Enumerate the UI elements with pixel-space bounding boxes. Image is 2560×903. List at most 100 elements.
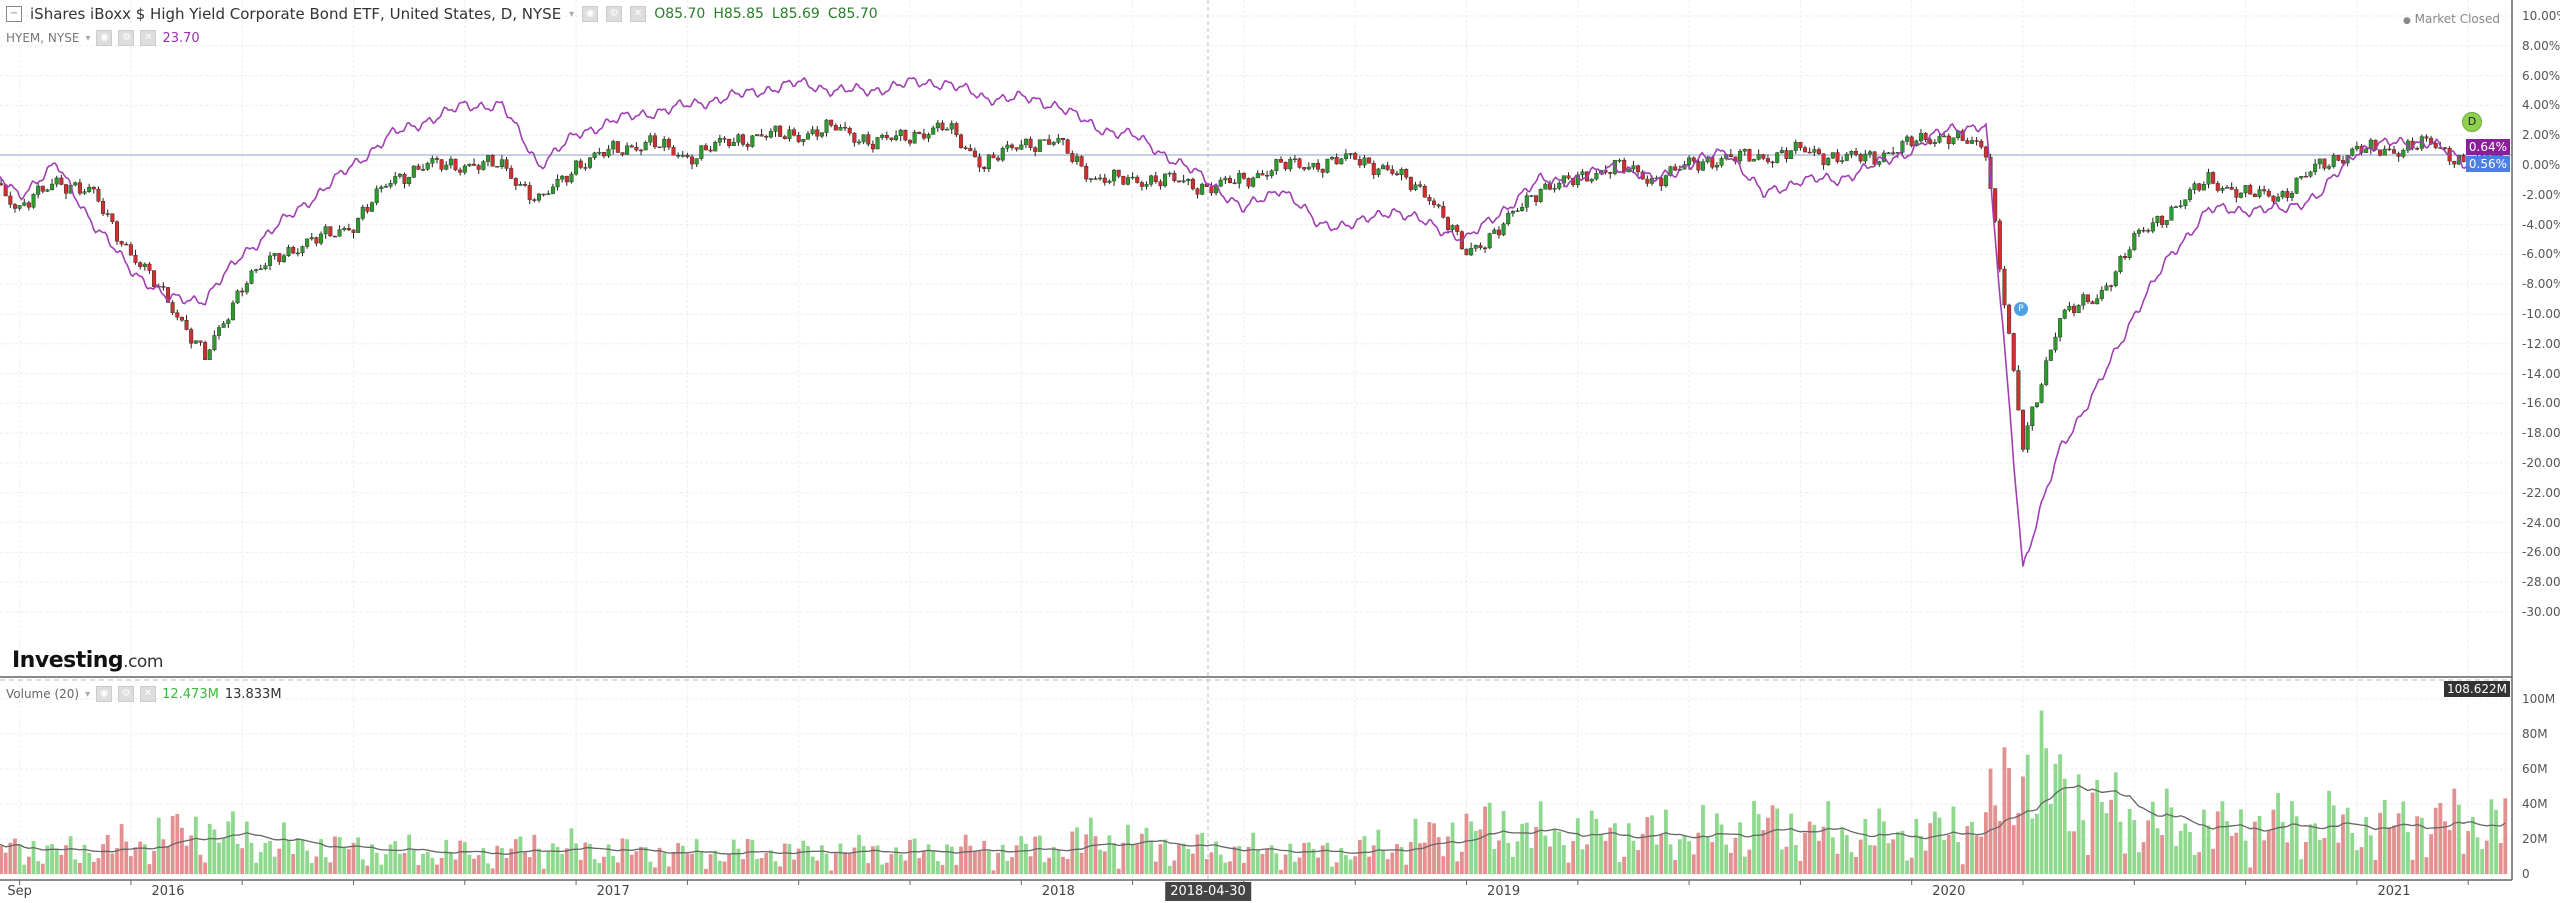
- candle-body: [1450, 225, 1455, 230]
- eye-icon[interactable]: ◉: [96, 30, 113, 46]
- volume-tick-label: 0: [2522, 867, 2530, 881]
- volume-bar: [272, 856, 277, 874]
- candle-body: [1937, 136, 1942, 143]
- candle-body: [1793, 142, 1798, 151]
- volume-bar: [1204, 859, 1209, 874]
- candle-body: [203, 342, 208, 360]
- candle-body: [26, 202, 31, 208]
- chevron-down-icon[interactable]: ▾: [569, 8, 575, 20]
- legend-compare: HYEM, NYSE ▾ ◉ ⚙ ✕ 23.70: [6, 30, 200, 46]
- dividend-marker[interactable]: D: [2462, 112, 2482, 132]
- volume-bar: [551, 843, 555, 874]
- candle-body: [856, 141, 861, 144]
- volume-bar: [1770, 805, 1775, 874]
- volume-bar: [2447, 829, 2452, 874]
- volume-bar: [824, 853, 829, 874]
- candle-body: [1413, 184, 1418, 190]
- candle-body: [1163, 173, 1168, 187]
- candle-body: [2044, 360, 2049, 385]
- candle-body: [430, 158, 435, 164]
- candle-body: [2271, 195, 2276, 202]
- candle-body: [63, 184, 68, 194]
- volume-bar: [207, 823, 212, 874]
- candle-body: [1079, 156, 1084, 167]
- volume-bar: [1821, 826, 1826, 874]
- candle-body: [416, 165, 421, 170]
- eye-icon[interactable]: ◉: [96, 686, 113, 702]
- volume-bar: [1510, 856, 1515, 874]
- chevron-down-icon[interactable]: ▾: [85, 688, 91, 700]
- volume-legend: Volume (20) ▾ ◉ ⚙ ✕ 12.473M 13.833M: [6, 686, 282, 702]
- candle-body: [574, 160, 579, 175]
- eye-icon[interactable]: ◉: [582, 6, 599, 22]
- volume-bar: [421, 853, 425, 874]
- volume-bar: [388, 844, 393, 874]
- candle-body: [606, 148, 611, 157]
- volume-bar: [671, 852, 676, 874]
- gear-icon[interactable]: ⚙: [118, 30, 135, 46]
- candle-body: [1909, 136, 1914, 147]
- volume-bar: [235, 843, 240, 874]
- volume-bar: [342, 848, 347, 874]
- candle-body: [2053, 336, 2058, 351]
- candle-body: [1297, 158, 1302, 168]
- close-icon[interactable]: ✕: [140, 686, 157, 702]
- volume-bar: [2382, 799, 2387, 874]
- volume-bar: [1594, 818, 1599, 874]
- candle-body: [2401, 149, 2406, 157]
- candle-body: [866, 134, 871, 145]
- candle-body: [2062, 309, 2067, 319]
- volume-bar: [1061, 856, 1065, 874]
- volume-bar: [1436, 837, 1441, 874]
- volume-label[interactable]: Volume (20): [6, 687, 80, 701]
- volume-bar: [2155, 828, 2160, 874]
- volume-bar: [1900, 830, 1905, 874]
- candle-body: [1835, 152, 1840, 162]
- low-value: L85.69: [771, 6, 820, 22]
- volume-bar: [1311, 849, 1316, 874]
- candle-body: [657, 146, 662, 149]
- close-icon[interactable]: ✕: [630, 6, 647, 22]
- volume-bar: [1937, 817, 1942, 874]
- volume-bar: [1056, 849, 1061, 874]
- gear-icon[interactable]: ⚙: [606, 6, 623, 22]
- volume-bar: [1195, 834, 1200, 874]
- volume-bar: [2396, 813, 2401, 874]
- volume-bar: [1005, 860, 1010, 874]
- symbol-title[interactable]: iShares iBoxx $ High Yield Corporate Bon…: [30, 5, 562, 23]
- logo-main: Investing: [12, 648, 124, 673]
- candle-body: [792, 129, 797, 136]
- candle-body: [207, 349, 212, 360]
- candle-body: [1900, 141, 1905, 153]
- volume-bar: [1288, 843, 1293, 874]
- volume-bar: [806, 845, 810, 874]
- volume-bar: [2113, 772, 2118, 874]
- candle-body: [2206, 172, 2211, 185]
- candle-body: [485, 155, 490, 162]
- candle-body: [1051, 142, 1056, 145]
- chevron-down-icon[interactable]: ▾: [85, 32, 91, 44]
- volume-bar: [1177, 844, 1181, 874]
- volume-bar: [513, 839, 518, 874]
- close-icon[interactable]: ✕: [140, 30, 157, 46]
- compare-symbol[interactable]: HYEM, NYSE: [6, 31, 80, 45]
- candle-body: [509, 168, 514, 179]
- candle-body: [221, 323, 226, 328]
- candle-body: [1659, 177, 1664, 187]
- candle-body: [908, 139, 913, 144]
- gear-icon[interactable]: ⚙: [118, 686, 135, 702]
- volume-bar: [1849, 852, 1854, 874]
- collapse-icon[interactable]: −: [6, 6, 22, 22]
- volume-bar: [2401, 801, 2406, 874]
- volume-bar: [1200, 832, 1205, 874]
- event-marker[interactable]: P: [2014, 302, 2028, 316]
- volume-bar: [1534, 827, 1538, 874]
- volume-bar: [801, 840, 806, 874]
- candle-body: [226, 319, 231, 324]
- volume-bar: [625, 839, 630, 874]
- candle-body: [2155, 215, 2160, 223]
- candle-body: [870, 143, 875, 150]
- candle-body: [425, 163, 430, 170]
- candle-body: [2123, 256, 2128, 258]
